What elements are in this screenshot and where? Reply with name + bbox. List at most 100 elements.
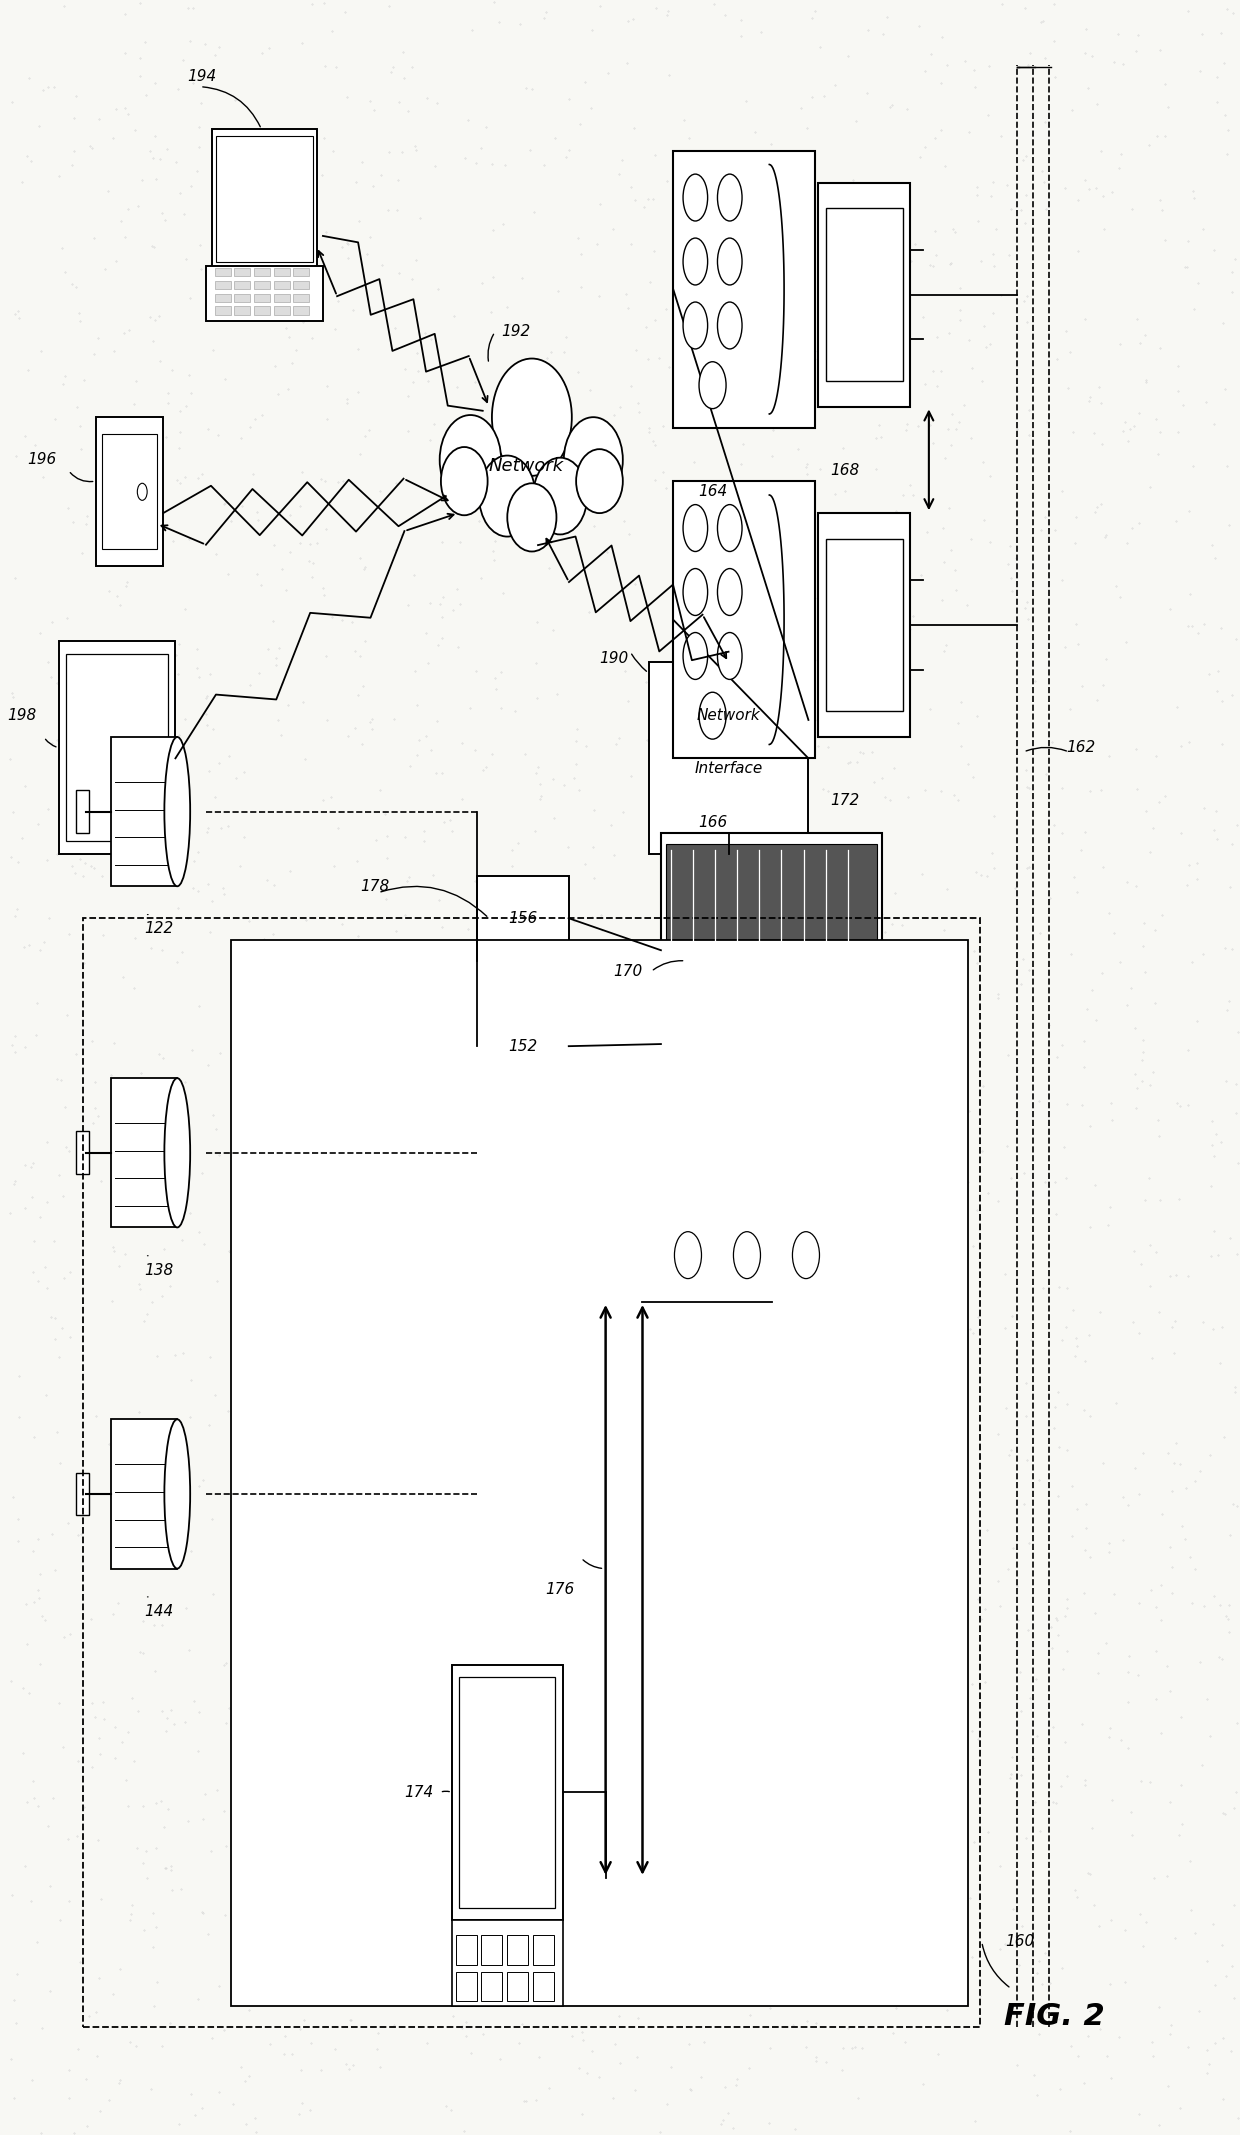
Text: 170: 170	[614, 965, 642, 980]
FancyBboxPatch shape	[507, 1934, 528, 1964]
FancyBboxPatch shape	[206, 265, 322, 320]
Ellipse shape	[718, 504, 742, 551]
Text: 168: 168	[831, 463, 859, 478]
FancyBboxPatch shape	[274, 305, 290, 314]
Ellipse shape	[718, 301, 742, 348]
FancyBboxPatch shape	[481, 1934, 502, 1964]
FancyBboxPatch shape	[455, 1971, 476, 2000]
FancyBboxPatch shape	[216, 137, 312, 260]
FancyBboxPatch shape	[818, 512, 910, 737]
FancyBboxPatch shape	[459, 1678, 556, 1907]
FancyBboxPatch shape	[77, 1473, 89, 1516]
FancyBboxPatch shape	[666, 1208, 877, 1290]
Ellipse shape	[165, 1420, 190, 1569]
Ellipse shape	[675, 1232, 702, 1279]
Text: 196: 196	[27, 453, 56, 468]
Ellipse shape	[683, 632, 708, 679]
Text: 160: 160	[1006, 1934, 1034, 1949]
Ellipse shape	[683, 175, 708, 222]
FancyBboxPatch shape	[110, 1420, 177, 1569]
Ellipse shape	[479, 455, 536, 536]
FancyBboxPatch shape	[254, 267, 270, 275]
Text: Network: Network	[697, 709, 760, 724]
Text: Interface: Interface	[694, 762, 763, 777]
FancyBboxPatch shape	[661, 833, 882, 1302]
FancyBboxPatch shape	[95, 416, 164, 566]
FancyBboxPatch shape	[254, 305, 270, 314]
Text: 192: 192	[501, 325, 531, 339]
FancyBboxPatch shape	[826, 538, 903, 711]
FancyBboxPatch shape	[666, 1114, 877, 1174]
Ellipse shape	[733, 1232, 760, 1279]
FancyBboxPatch shape	[507, 1971, 528, 2000]
FancyBboxPatch shape	[254, 280, 270, 288]
FancyBboxPatch shape	[673, 480, 815, 758]
Text: 162: 162	[1066, 741, 1096, 756]
Ellipse shape	[718, 632, 742, 679]
Ellipse shape	[440, 414, 501, 504]
Ellipse shape	[441, 446, 487, 515]
FancyBboxPatch shape	[110, 1078, 177, 1228]
FancyBboxPatch shape	[666, 1080, 858, 1110]
FancyBboxPatch shape	[215, 292, 231, 301]
Text: 122: 122	[145, 922, 174, 937]
FancyBboxPatch shape	[274, 267, 290, 275]
FancyBboxPatch shape	[451, 1919, 563, 2005]
FancyBboxPatch shape	[666, 961, 877, 1089]
Ellipse shape	[683, 239, 708, 284]
FancyBboxPatch shape	[254, 292, 270, 301]
FancyBboxPatch shape	[826, 209, 903, 380]
Ellipse shape	[683, 504, 708, 551]
FancyBboxPatch shape	[455, 1934, 476, 1964]
Ellipse shape	[564, 416, 622, 502]
Text: FIG. 2: FIG. 2	[1004, 2003, 1105, 2030]
FancyBboxPatch shape	[294, 267, 310, 275]
FancyBboxPatch shape	[212, 130, 316, 267]
FancyBboxPatch shape	[234, 280, 250, 288]
Ellipse shape	[699, 361, 727, 408]
FancyBboxPatch shape	[66, 653, 169, 841]
Text: 152: 152	[508, 1040, 537, 1055]
Ellipse shape	[165, 1078, 190, 1228]
Ellipse shape	[718, 239, 742, 284]
FancyBboxPatch shape	[673, 152, 815, 427]
Text: 190: 190	[599, 651, 629, 666]
FancyBboxPatch shape	[274, 292, 290, 301]
FancyBboxPatch shape	[294, 292, 310, 301]
Text: 194: 194	[187, 68, 217, 83]
FancyBboxPatch shape	[818, 184, 910, 406]
FancyBboxPatch shape	[666, 1181, 765, 1206]
Ellipse shape	[507, 483, 557, 551]
FancyBboxPatch shape	[77, 1132, 89, 1174]
FancyBboxPatch shape	[234, 292, 250, 301]
Ellipse shape	[165, 737, 190, 886]
FancyBboxPatch shape	[77, 790, 89, 833]
FancyBboxPatch shape	[649, 662, 808, 854]
FancyBboxPatch shape	[666, 843, 877, 950]
FancyBboxPatch shape	[102, 433, 157, 549]
FancyBboxPatch shape	[476, 875, 569, 961]
Text: 166: 166	[698, 816, 727, 831]
FancyBboxPatch shape	[58, 640, 175, 854]
FancyBboxPatch shape	[533, 1971, 554, 2000]
Text: 176: 176	[546, 1582, 575, 1597]
Ellipse shape	[492, 359, 572, 476]
Text: 198: 198	[7, 709, 36, 724]
Text: 164: 164	[698, 485, 727, 500]
FancyBboxPatch shape	[481, 1971, 502, 2000]
Text: 174: 174	[404, 1785, 434, 1800]
FancyBboxPatch shape	[110, 737, 177, 886]
FancyBboxPatch shape	[294, 280, 310, 288]
Ellipse shape	[792, 1232, 820, 1279]
Ellipse shape	[577, 448, 622, 512]
Ellipse shape	[683, 301, 708, 348]
Ellipse shape	[718, 568, 742, 615]
Ellipse shape	[683, 568, 708, 615]
Ellipse shape	[138, 483, 148, 500]
Text: 138: 138	[145, 1262, 174, 1277]
FancyBboxPatch shape	[215, 305, 231, 314]
Ellipse shape	[533, 457, 588, 534]
Text: 172: 172	[831, 794, 859, 809]
FancyBboxPatch shape	[294, 305, 310, 314]
Text: 178: 178	[360, 880, 389, 895]
